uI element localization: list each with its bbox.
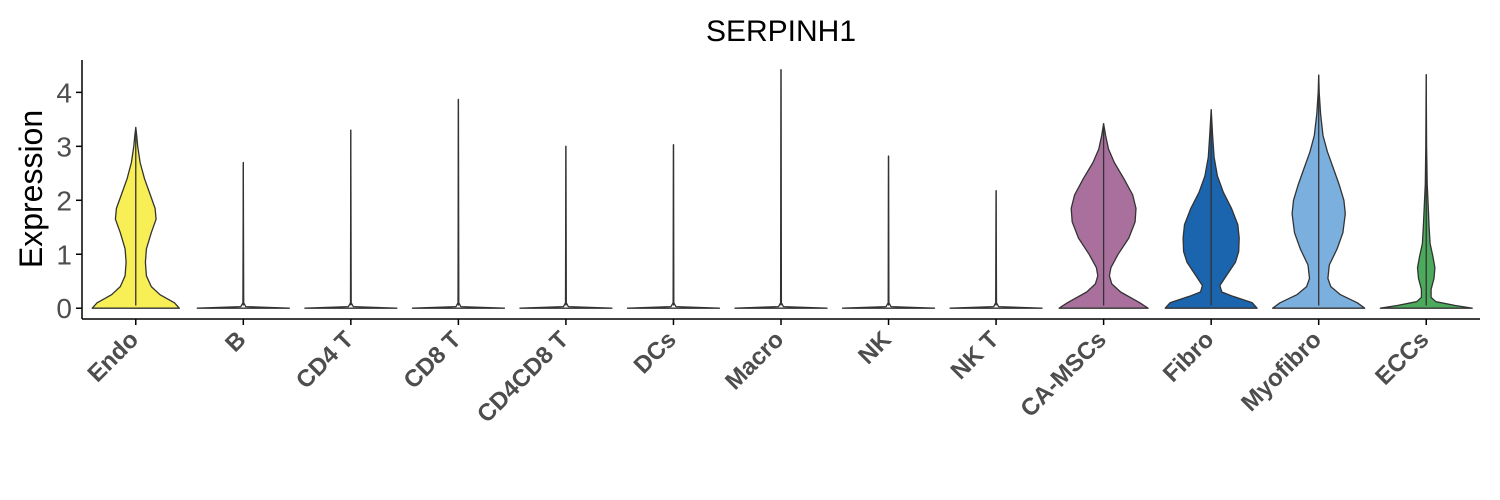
x-tick-label: DCs [629, 326, 682, 379]
x-tick-label: Endo [82, 326, 144, 388]
x-tick-label: NK [853, 326, 897, 370]
chart-title: SERPINH1 [706, 15, 856, 48]
x-tick-label: Macro [720, 326, 789, 395]
violin-group [91, 69, 1473, 309]
y-axis: 0 1 2 3 4 [56, 60, 83, 324]
x-tick-label: B [220, 326, 251, 357]
x-tick-label: CD4 T [291, 326, 359, 394]
y-tick-label: 2 [56, 185, 72, 216]
y-tick-label: 4 [56, 77, 72, 108]
x-tick-label: CA-MSCs [1015, 326, 1111, 422]
x-tick-label: CD8 T [399, 326, 467, 394]
y-tick-label: 1 [56, 239, 72, 270]
y-tick-label: 3 [56, 131, 72, 162]
x-axis: Endo B CD4 T CD8 T CD4CD8 T DCs Macro NK NK T CA-… [82, 318, 1480, 428]
x-tick-label: Myofibro [1236, 326, 1327, 417]
y-axis-label: Expression [13, 110, 49, 268]
y-tick-label: 0 [56, 293, 72, 324]
x-tick-label: CD4CD8 T [472, 326, 574, 428]
x-tick-label: ECCs [1370, 326, 1434, 390]
x-tick-label: NK T [946, 326, 1005, 385]
x-tick-label: Fibro [1158, 326, 1220, 388]
